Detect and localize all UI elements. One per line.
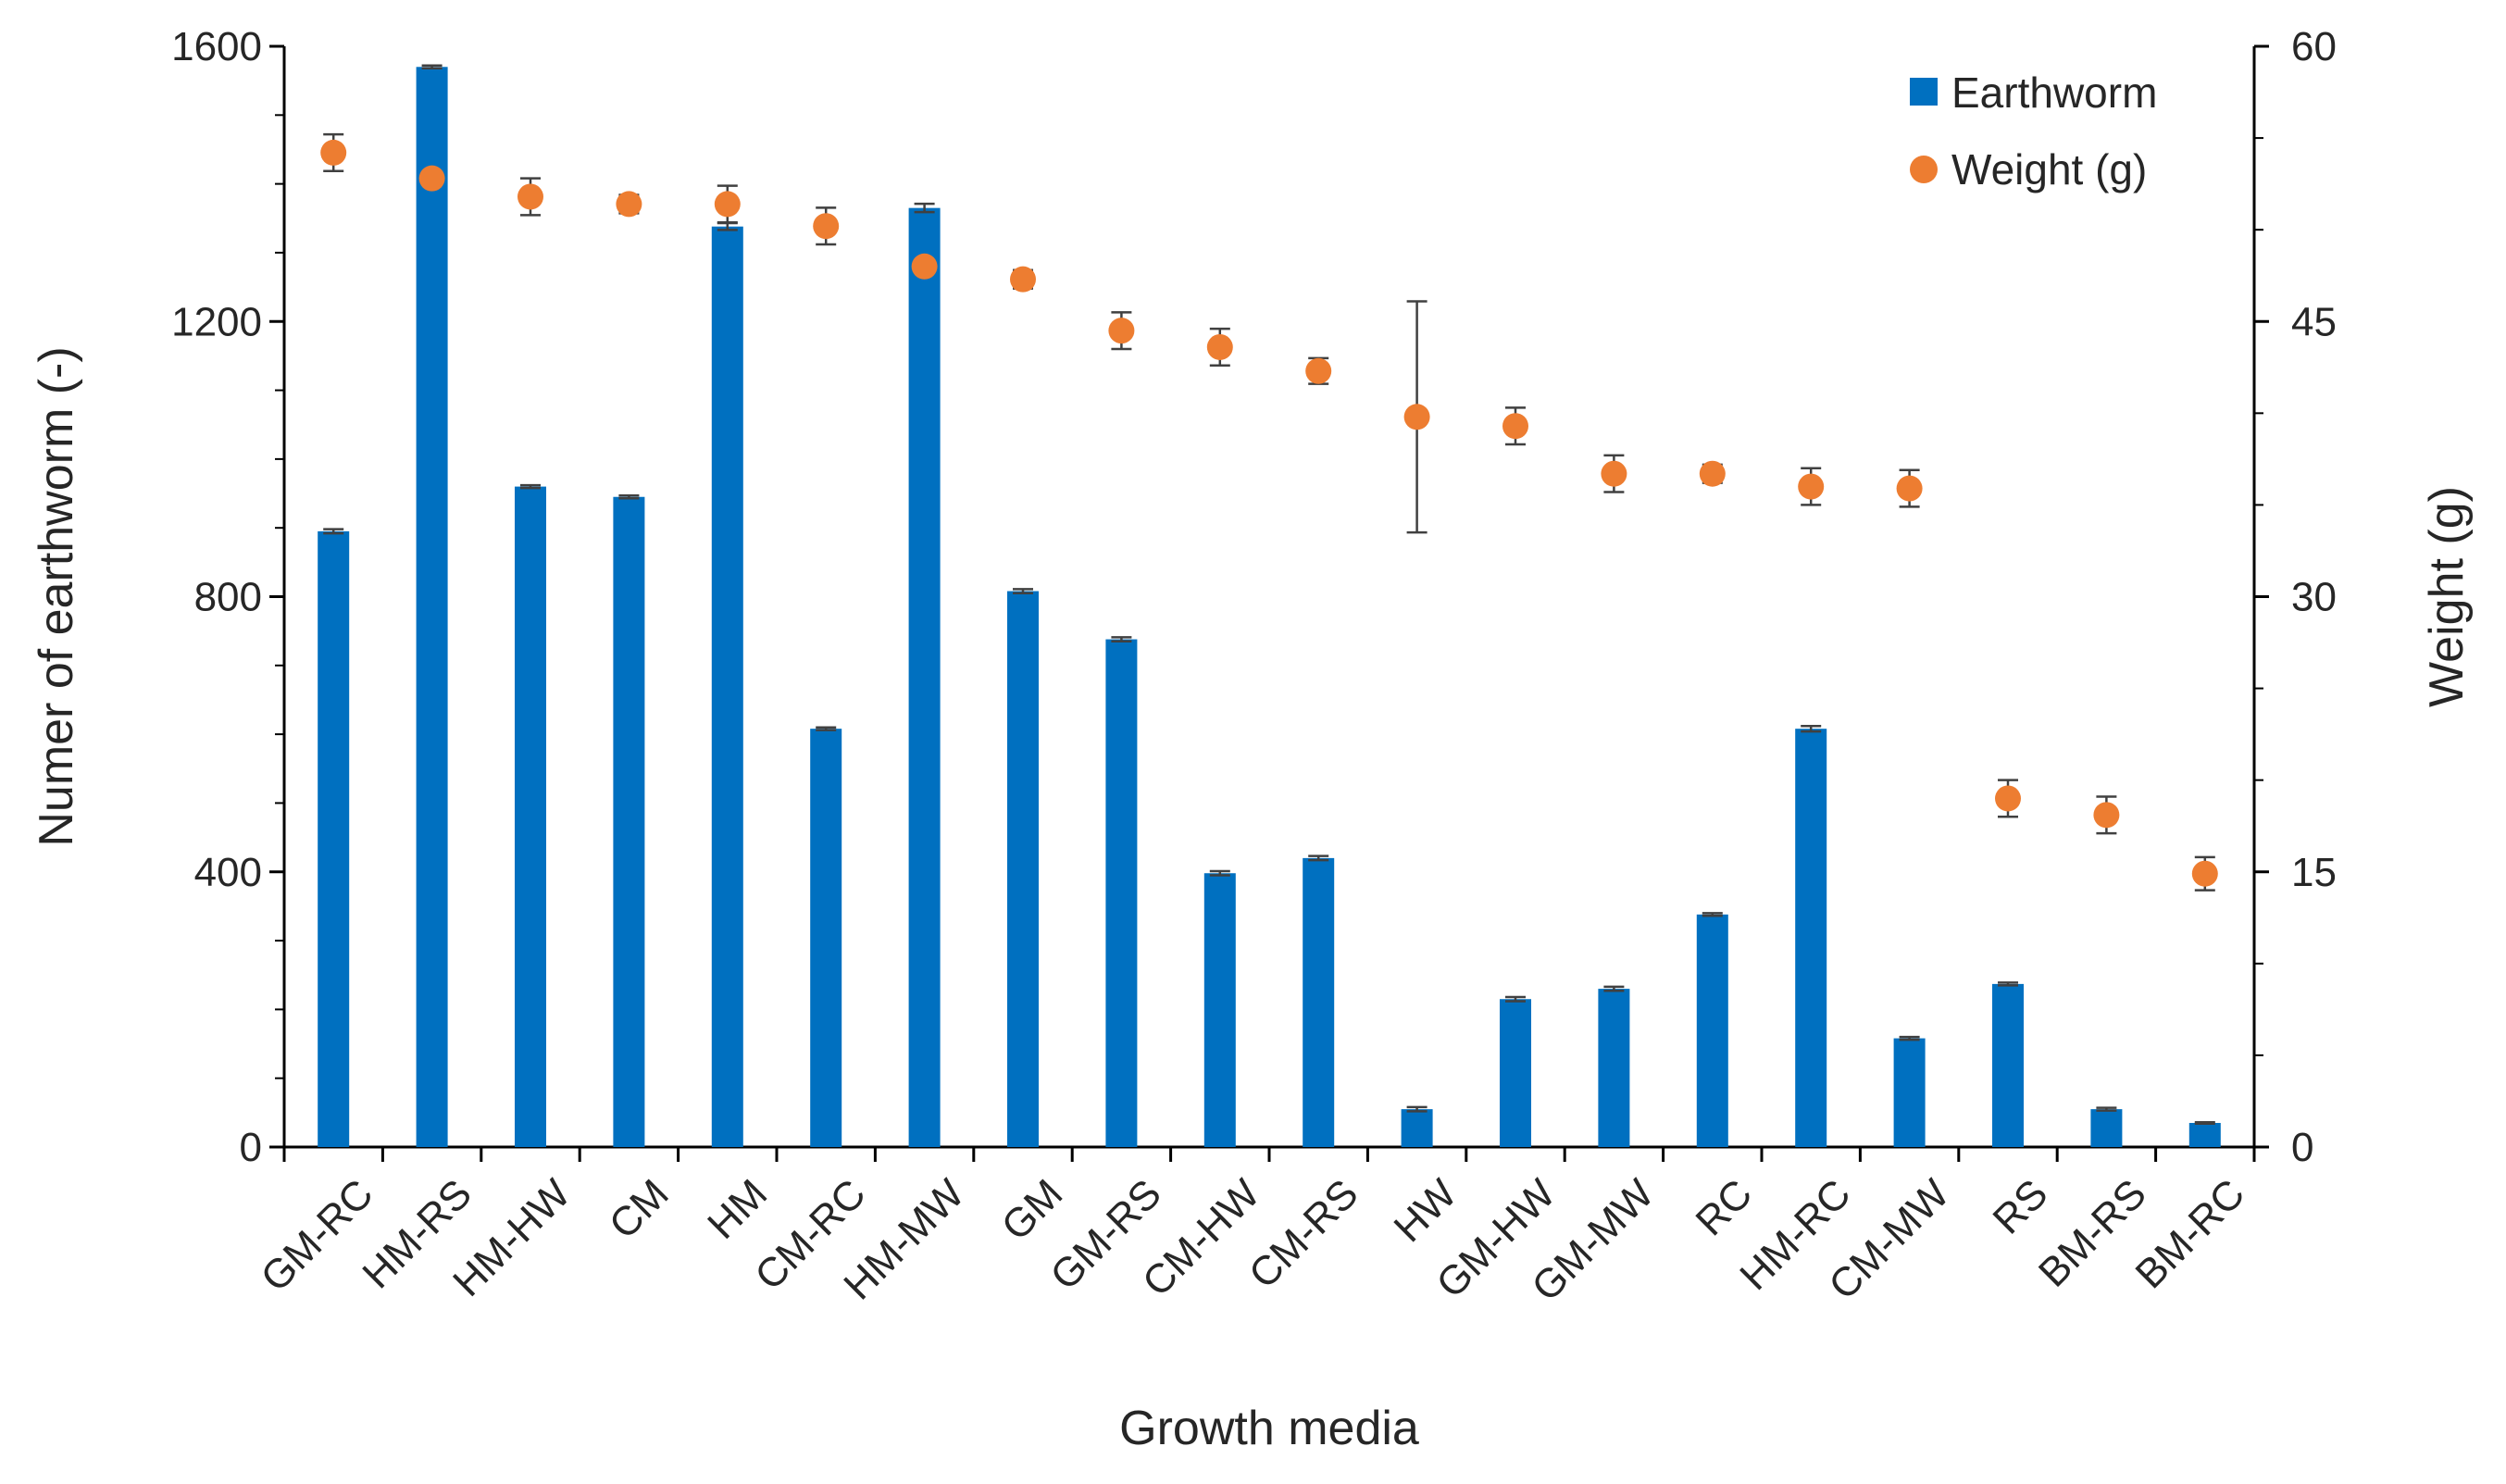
weight-point — [616, 191, 642, 218]
weight-point — [1206, 333, 1233, 360]
y-right-tick-label: 0 — [2291, 1125, 2313, 1170]
earthworm-bar — [515, 486, 546, 1147]
weight-point — [418, 165, 445, 192]
y-left-tick-label: 400 — [194, 850, 262, 895]
earthworm-bar — [1992, 983, 2024, 1147]
x-tick-label: RS — [1985, 1171, 2057, 1243]
weight-point — [2093, 802, 2120, 829]
earthworm-bar — [1105, 639, 1138, 1147]
y-right-tick-label: 60 — [2291, 24, 2337, 69]
weight-point — [813, 213, 840, 240]
weight-point — [1798, 473, 1825, 500]
earthworm-bar — [1303, 857, 1335, 1147]
earthworm-bar — [416, 67, 448, 1148]
y-left-tick-label: 0 — [240, 1125, 262, 1170]
y-right-tick-label: 15 — [2291, 850, 2337, 895]
x-tick-label: HW — [1386, 1170, 1466, 1251]
earthworm-bar — [2188, 1122, 2221, 1147]
earthworm-bar — [2090, 1109, 2123, 1147]
earthworm-bar — [908, 207, 941, 1147]
earthworm-bar — [1598, 989, 1630, 1147]
earthworm-bar — [1893, 1038, 1926, 1147]
x-tick-label: GM — [993, 1171, 1072, 1250]
weight-point — [517, 183, 543, 210]
y-axis-right-title: Weight (g) — [2420, 486, 2474, 707]
y-right-tick-label: 45 — [2291, 299, 2337, 344]
x-tick-label: CM-RS — [1241, 1171, 1367, 1298]
earthworm-bars — [318, 64, 2221, 1148]
weight-point — [1305, 357, 1332, 384]
earthworm-bar — [613, 496, 645, 1147]
earthworm-bar — [1500, 999, 1531, 1147]
x-tick-label: BM-RC — [2127, 1171, 2254, 1298]
weight-point — [1403, 404, 1430, 430]
axis-labels: Growth media Numer of earthworm (-) Weig… — [30, 346, 2474, 1455]
weight-point — [1010, 266, 1036, 293]
weight-point — [1995, 785, 2021, 812]
weight-point — [911, 253, 938, 280]
weight-point — [1108, 318, 1135, 344]
legend-earthworm-label: Earthworm — [1951, 69, 2157, 117]
legend-weight-label: Weight (g) — [1951, 145, 2147, 193]
weight-points — [320, 132, 2218, 892]
x-tick-label: CM — [601, 1171, 678, 1248]
earthworm-bar — [1795, 729, 1827, 1147]
legend-weight-swatch — [1910, 156, 1938, 183]
y-left-tick-label: 800 — [194, 575, 262, 620]
weight-point — [1896, 475, 1923, 502]
y-left-tick-label: 1600 — [171, 24, 262, 69]
earthworm-bar — [810, 729, 842, 1147]
y-left-tick-label: 1200 — [171, 299, 262, 344]
legend: Earthworm Weight (g) — [1910, 69, 2157, 193]
weight-point — [2191, 860, 2218, 887]
y-right-tick-label: 30 — [2291, 575, 2337, 620]
earthworm-bar — [1203, 873, 1236, 1147]
weight-point — [1699, 460, 1726, 487]
x-tick-label: GM-RC — [253, 1171, 382, 1301]
legend-earthworm-swatch — [1910, 78, 1938, 106]
weight-point — [714, 191, 741, 218]
weight-point — [320, 139, 347, 166]
x-tick-label: HM — [699, 1171, 776, 1248]
earthworm-bar — [1401, 1109, 1433, 1147]
x-axis-title: Growth media — [1119, 1402, 1419, 1455]
x-tick-label: BM-RS — [2030, 1171, 2155, 1296]
weight-point — [1601, 460, 1627, 487]
earthworm-bar — [1696, 914, 1728, 1147]
earthworm-bar — [1007, 591, 1039, 1147]
earthworm-bar — [318, 530, 350, 1147]
weight-point — [1502, 413, 1528, 440]
y-axis-left-title: Numer of earthworm (-) — [30, 346, 83, 846]
earthworm-bar — [711, 226, 743, 1148]
x-tick-label: RC — [1688, 1171, 1762, 1245]
